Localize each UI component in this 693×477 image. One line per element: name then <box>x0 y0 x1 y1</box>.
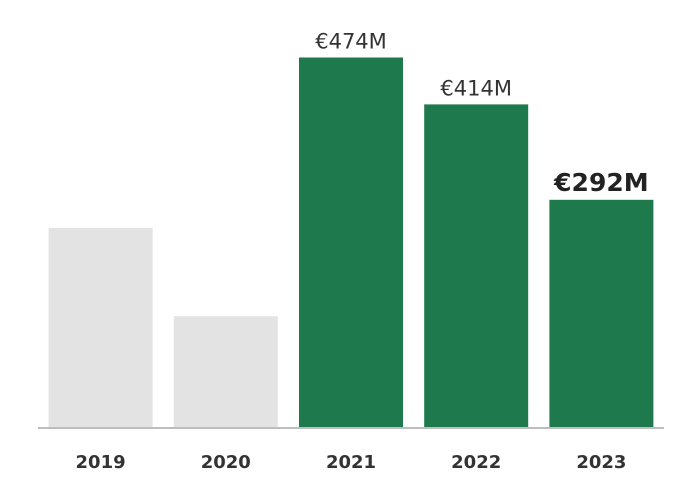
x-tick-labels-group: 2019 2020 2021 2022 2023 <box>76 452 627 473</box>
value-label-2022: €414M <box>440 76 512 100</box>
x-tick-label-2022: 2022 <box>451 452 501 473</box>
x-tick-label-2020: 2020 <box>201 452 251 473</box>
bar-2022 <box>424 104 529 429</box>
value-label-2023: €292M <box>553 168 648 197</box>
bar-2019 <box>48 227 153 428</box>
bar-2023 <box>549 199 654 428</box>
value-labels-group: €474M €414M €292M <box>315 30 648 197</box>
x-tick-label-2021: 2021 <box>326 452 376 473</box>
x-tick-label-2023: 2023 <box>576 452 626 473</box>
x-tick-label-2019: 2019 <box>76 452 126 473</box>
value-label-2021: €474M <box>315 30 387 54</box>
bar-2020 <box>173 316 278 428</box>
bars-group <box>48 57 654 429</box>
bar-2021 <box>299 57 403 428</box>
